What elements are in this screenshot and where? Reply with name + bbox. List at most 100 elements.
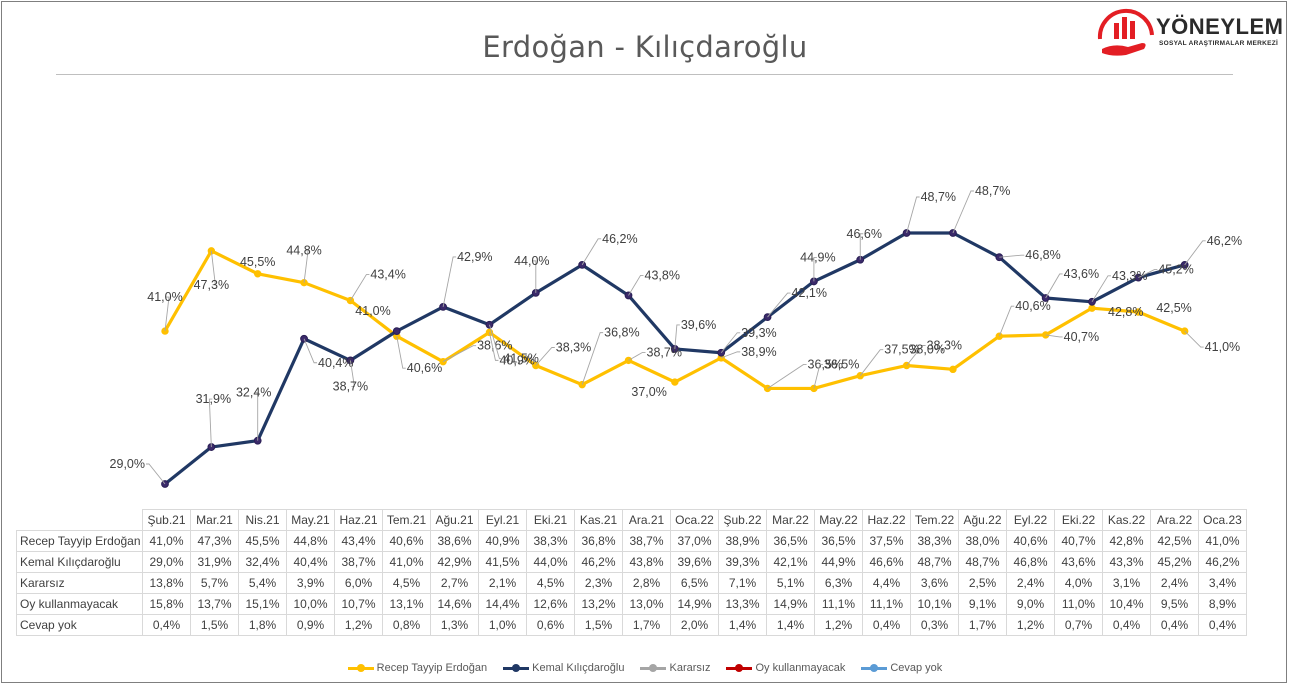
table-cell: 13,1% (382, 593, 431, 615)
table-cell: 2,7% (430, 572, 479, 594)
data-label: 38,7% (647, 345, 682, 359)
label-leader-line (581, 238, 602, 266)
table-cell: 6,5% (670, 572, 719, 594)
table-cell: 9,5% (1150, 593, 1199, 615)
table-cell: 14,6% (430, 593, 479, 615)
table-cell: 46,2% (574, 551, 623, 573)
data-label: 45,2% (1158, 263, 1193, 277)
table-cell: 3,1% (1102, 572, 1151, 594)
table-cell: 42,8% (1102, 530, 1151, 552)
table-cell: 45,5% (238, 530, 287, 552)
table-cell: 1,4% (718, 614, 767, 636)
table-cell: 0,4% (1150, 614, 1199, 636)
table-cell: 1,2% (1006, 614, 1055, 636)
label-leader-line (303, 250, 309, 283)
data-point (1134, 308, 1143, 316)
table-row: Kemal Kılıçdaroğlu 29,0% 31,9% 32,4% 40,4% 38… (16, 551, 1247, 573)
data-label: 42,5% (1156, 301, 1191, 315)
table-cell: 3,6% (910, 572, 959, 594)
table-cell: 39,6% (670, 551, 719, 573)
label-leader-line (210, 250, 216, 286)
label-leader-line (442, 256, 457, 307)
table-cell: 13,3% (718, 593, 767, 615)
table-cell: 0,3% (910, 614, 959, 636)
series-name-cell: Cevap yok (16, 614, 143, 636)
table-cell: 43,4% (334, 530, 383, 552)
data-label: 29,0% (110, 457, 145, 471)
label-leader-line (442, 345, 477, 363)
table-cell: 43,8% (622, 551, 671, 573)
legend-item: Oy kullanmayacak (726, 662, 845, 674)
label-leader-line (349, 360, 355, 387)
label-leader-line (720, 332, 741, 354)
label-leader-line (906, 345, 926, 366)
data-label: 43,8% (645, 268, 680, 282)
chart-title: Erdoğan - Kılıçdaroğlu (482, 30, 808, 64)
tick-label: May.21 (286, 509, 335, 531)
table-cell: 0,9% (286, 614, 335, 636)
data-label: 44,8% (286, 244, 321, 258)
data-label: 40,6% (1015, 299, 1050, 313)
label-leader-line (535, 347, 555, 366)
data-label: 43,6% (1064, 267, 1099, 281)
label-leader-line (628, 351, 646, 361)
table-body: Recep Tayyip Erdoğan 41,0% 47,3% 45,5% 44,8%… (16, 530, 1247, 636)
data-label: 38,3% (927, 339, 962, 353)
table-cell: 14,9% (766, 593, 815, 615)
table-cell: 2,4% (1006, 572, 1055, 594)
chart-legend: Recep Tayyip Erdoğan Kemal Kılıçdaroğlu Ka… (0, 662, 1290, 674)
table-cell: 15,1% (238, 593, 287, 615)
data-label: 45,5% (240, 255, 275, 269)
table-cell: 36,8% (574, 530, 623, 552)
legend-swatch (640, 663, 667, 673)
table-cell: 40,7% (1054, 530, 1103, 552)
table-cell: 0,7% (1054, 614, 1103, 636)
table-cell: 0,4% (1198, 614, 1247, 636)
data-label: 42,9% (457, 250, 492, 264)
data-label: 38,6% (477, 339, 512, 353)
label-leader-line (952, 190, 974, 234)
data-label: 40,9% (499, 353, 534, 367)
table-cell: 1,4% (766, 614, 815, 636)
table-cell: 31,9% (190, 551, 239, 573)
table-cell: 10,7% (334, 593, 383, 615)
data-point (392, 327, 401, 336)
table-cell: 1,8% (238, 614, 287, 636)
legend-item: Kararsız (640, 662, 710, 674)
label-leader-line (859, 233, 864, 260)
data-label: 46,6% (847, 227, 882, 241)
tick-label: Kas.21 (574, 509, 623, 531)
table-cell: 44,9% (814, 551, 863, 573)
table-cell: 0,8% (382, 614, 431, 636)
legend-label: Recep Tayyip Erdoğan (376, 662, 488, 675)
legend-label: Kararsız (669, 662, 711, 675)
table-cell: 13,0% (622, 593, 671, 615)
table-cell: 36,5% (814, 530, 863, 552)
data-label: 41,0% (1205, 340, 1240, 354)
tick-label: Oca.23 (1198, 509, 1247, 531)
table-cell: 0,6% (526, 614, 575, 636)
data-point (254, 270, 262, 278)
table-cell: 5,1% (766, 572, 815, 594)
data-label: 48,7% (921, 190, 956, 204)
table-cell: 1,7% (622, 614, 671, 636)
label-leader-line (146, 463, 166, 485)
table-cell: 38,0% (958, 530, 1007, 552)
tick-label: Eki.22 (1054, 509, 1103, 531)
table-cell: 0,4% (862, 614, 911, 636)
table-cell: 41,0% (142, 530, 191, 552)
table-cell: 1,7% (958, 614, 1007, 636)
data-label: 37,5% (884, 343, 919, 357)
data-label: 44,9% (800, 250, 835, 264)
legend-swatch (503, 663, 530, 673)
tick-label: Ara.21 (622, 509, 671, 531)
label-leader-line (396, 336, 406, 369)
yoneylem-logo (1097, 9, 1154, 56)
label-leader-line (1045, 334, 1063, 338)
table-cell: 13,2% (574, 593, 623, 615)
data-label: 41,0% (355, 304, 390, 318)
table-cell: 40,6% (1006, 530, 1055, 552)
tick-label: Eki.21 (526, 509, 575, 531)
table-cell: 0,4% (142, 614, 191, 636)
